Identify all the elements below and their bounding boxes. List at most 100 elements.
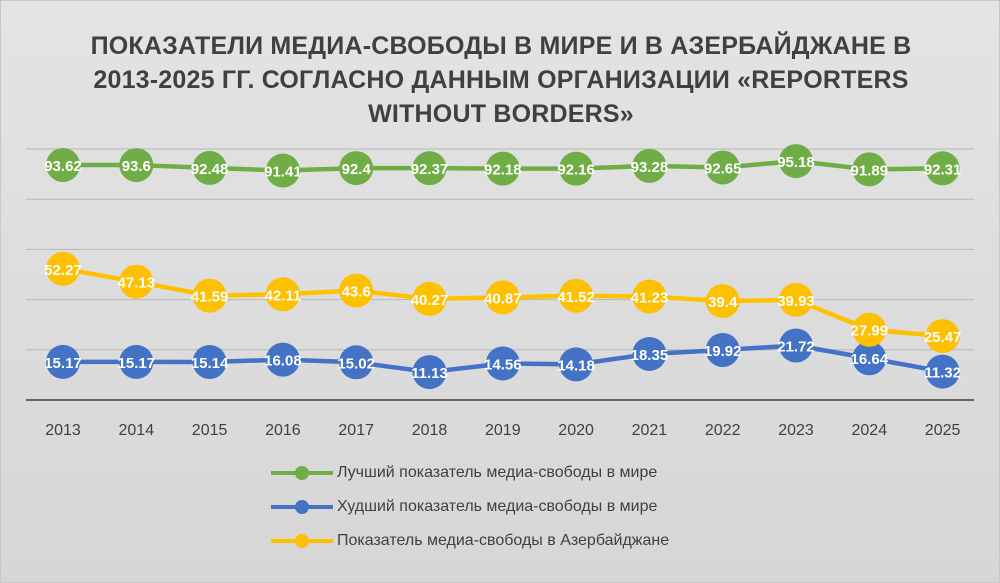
series-2: 15.17 15.17 15.14 16.08 15.02 11.13 14.56 14.18… [44, 328, 961, 390]
series-1: 93.62 93.6 92.48 91.41 92.4 92.37 92.18 92.16 93… [44, 144, 962, 188]
series-3: 52.27 47.13 41.59 42.11 43.6 40.27 40.87 41.52 4… [44, 251, 962, 354]
data-point [485, 151, 520, 186]
data-label: 39.93 [777, 293, 815, 310]
data-label: 92.18 [484, 162, 522, 179]
data-point [852, 312, 887, 347]
x-tick-label: 2019 [485, 422, 521, 439]
data-point [46, 148, 80, 183]
line-chart: 2013 2014 2015 2016 2017 2018 2019 2020 2021 2022… [26, 144, 974, 439]
data-point [705, 333, 740, 368]
data-point [412, 151, 447, 186]
data-point [779, 328, 813, 363]
data-point [192, 344, 227, 379]
x-tick-label: 2016 [265, 422, 301, 439]
data-label: 41.59 [191, 289, 229, 306]
data-point [559, 151, 594, 186]
data-point [779, 282, 813, 317]
data-label: 11.13 [411, 365, 448, 382]
x-tick-label: 2020 [558, 422, 594, 439]
data-point [925, 319, 960, 354]
x-tick-label: 2023 [778, 422, 814, 439]
x-tick-label: 2022 [705, 422, 741, 439]
data-point [46, 344, 80, 379]
legend-swatch [271, 500, 333, 514]
x-tick-label: 2021 [632, 422, 668, 439]
data-point [339, 151, 374, 186]
data-point [412, 355, 447, 390]
data-label: 16.64 [851, 351, 889, 368]
x-tick-label: 2014 [119, 422, 155, 439]
data-label: 16.08 [264, 353, 302, 370]
data-label: 14.18 [557, 357, 595, 374]
data-label: 93.28 [631, 159, 669, 176]
x-tick-label: 2018 [412, 422, 448, 439]
x-tick-label: 2024 [852, 422, 888, 439]
x-tick-label: 2025 [925, 422, 961, 439]
data-point [632, 279, 667, 314]
data-point [192, 150, 227, 185]
data-point [485, 346, 520, 381]
legend-item: Лучший показатель медиа-свободы в мире [271, 456, 741, 490]
data-label: 39.4 [708, 294, 738, 311]
data-label: 91.89 [851, 162, 889, 179]
x-tick-label: 2013 [45, 422, 81, 439]
data-label: 92.4 [342, 161, 372, 178]
data-point [192, 278, 227, 313]
chart-title: ПОКАЗАТЕЛИ МЕДИА-СВОБОДЫ В МИРЕ И В АЗЕР… [90, 32, 912, 128]
data-label: 52.27 [44, 262, 82, 279]
data-label: 42.11 [265, 287, 302, 304]
data-point [705, 284, 740, 319]
legend-label: Показатель медиа-свободы в Азербайджане [337, 532, 670, 549]
data-label: 15.14 [191, 355, 229, 372]
data-point [412, 281, 447, 316]
data-label: 41.23 [631, 290, 669, 307]
data-label: 27.99 [851, 323, 889, 340]
data-label: 92.31 [924, 161, 962, 178]
data-label: 95.18 [777, 154, 815, 171]
data-label: 40.27 [411, 292, 449, 309]
data-label: 93.6 [122, 158, 151, 175]
legend-item: Худший показатель медиа-свободы в мире [271, 490, 741, 524]
legend-item: Показатель медиа-свободы в Азербайджане [271, 524, 741, 558]
data-point [632, 148, 667, 183]
legend-label: Худший показатель медиа-свободы в мире [337, 498, 658, 515]
data-point [339, 273, 374, 308]
data-point [339, 345, 374, 380]
data-label: 18.35 [631, 347, 669, 364]
data-label: 40.87 [484, 290, 522, 307]
chart-legend: Лучший показатель медиа-свободы в мире Ху… [271, 456, 741, 558]
data-point [925, 354, 960, 389]
data-label: 15.17 [44, 355, 82, 372]
data-label: 92.16 [557, 162, 595, 179]
data-point [559, 347, 594, 382]
data-label: 19.92 [704, 343, 742, 360]
data-point [265, 277, 300, 312]
legend-swatch [271, 534, 333, 548]
data-point [852, 152, 887, 187]
data-label: 14.56 [484, 356, 522, 373]
data-point [119, 148, 154, 183]
data-point [265, 153, 300, 188]
x-tick-label: 2015 [192, 422, 228, 439]
data-label: 92.37 [411, 161, 449, 178]
data-point [265, 342, 300, 377]
legend-label: Лучший показатель медиа-свободы в мире [337, 464, 658, 481]
data-label: 91.41 [264, 164, 302, 181]
data-point [119, 344, 154, 379]
data-label: 93.62 [44, 158, 82, 175]
data-point [119, 264, 154, 299]
data-point [559, 278, 594, 313]
data-point [779, 144, 813, 179]
data-point [852, 341, 887, 376]
data-label: 15.02 [337, 355, 375, 372]
data-label: 41.52 [557, 289, 595, 306]
data-point [925, 151, 960, 186]
data-label: 15.17 [118, 355, 156, 372]
data-point [485, 280, 520, 315]
data-label: 11.32 [924, 365, 961, 382]
data-label: 92.48 [191, 161, 229, 178]
data-label: 25.47 [924, 329, 962, 346]
data-label: 43.6 [342, 284, 371, 301]
data-label: 21.72 [777, 338, 815, 355]
